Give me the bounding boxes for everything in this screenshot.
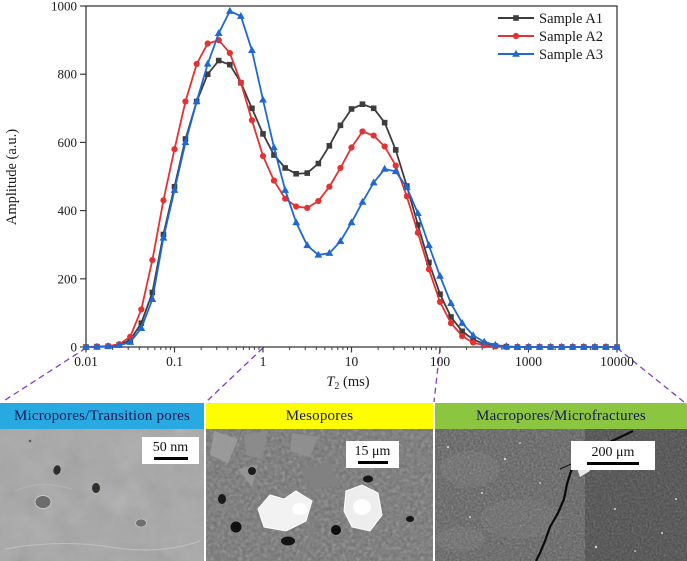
bright-highlight <box>292 503 308 515</box>
light-mottle <box>435 527 485 551</box>
pore-hole <box>406 516 414 522</box>
curve <box>86 9 617 348</box>
rock-shard <box>290 433 318 457</box>
pore-hole <box>331 525 341 535</box>
pore-hole <box>281 536 295 546</box>
scalebar-rule <box>587 462 639 465</box>
legend-label: Sample A1 <box>539 11 603 27</box>
series-sample-a2 <box>82 37 621 351</box>
t2-spectrum-chart: 0 200 400 600 800 1000 0.01 0.1 1 10 100 1000 10000 T… <box>1 0 685 403</box>
legend-item-1: Sample A1 <box>498 11 603 27</box>
scalebar-rule <box>153 457 188 460</box>
pore <box>34 495 52 509</box>
pore-hole <box>248 467 256 475</box>
pore-hole <box>230 521 242 533</box>
scalebar-rule <box>357 461 388 464</box>
x-tick-label: 0.01 <box>74 354 98 369</box>
region-bar-micropores: Micropores/Transition pores <box>0 403 204 429</box>
region-connector-lines <box>1 347 685 403</box>
y-axis-label: Amplitude (a.u.) <box>4 129 20 225</box>
surface-scratch <box>14 484 73 492</box>
region-label-macropores: Macropores/Microfractures <box>476 407 646 424</box>
bright-highlight <box>353 499 371 515</box>
scalebar-label: 200 μm <box>591 445 635 460</box>
rock-shard <box>210 431 238 463</box>
series-sample-a3 <box>82 6 621 350</box>
curve <box>85 59 617 348</box>
dark-particle <box>92 483 100 493</box>
x-tick-label: 1 <box>260 354 267 369</box>
legend-item-2: Sample A2 <box>498 29 603 45</box>
region-bar-macropores: Macropores/Microfractures <box>435 403 687 429</box>
scalebar-50nm: 50 nm <box>142 437 199 464</box>
y-tick-label: 400 <box>58 203 78 218</box>
rock-shard <box>300 463 340 489</box>
x-tick-label: 0.1 <box>166 354 183 369</box>
region-label-micropores: Micropores/Transition pores <box>13 407 191 424</box>
x-tick-label: 100 <box>430 354 451 369</box>
region-label-mesopores: Mesopores <box>285 407 354 424</box>
legend-label: Sample A2 <box>539 29 603 45</box>
y-tick-label: 600 <box>58 135 78 150</box>
y-tick-label: 1000 <box>51 0 77 14</box>
y-axis: 0 200 400 600 800 1000 <box>51 0 86 355</box>
pore-hole <box>218 494 226 504</box>
pore <box>135 518 147 528</box>
scalebar-label: 50 nm <box>152 440 189 455</box>
surface-scratch <box>4 540 201 551</box>
y-tick-label: 0 <box>71 340 78 355</box>
curve <box>85 39 617 348</box>
x-axis: 0.01 0.1 1 10 100 1000 10000 <box>74 347 634 369</box>
x-axis-label: T2 (ms) <box>326 374 369 392</box>
x-tick-label: 10000 <box>600 354 634 369</box>
scalebar-15um: 15 μm <box>346 441 399 468</box>
x-tick-label: 1000 <box>515 354 542 369</box>
bright-mineral-patch <box>257 490 313 532</box>
y-tick-label: 800 <box>58 67 78 82</box>
rock-shard <box>244 431 268 459</box>
speck <box>28 439 32 443</box>
light-mottle <box>440 451 500 487</box>
region-bar-mesopores: Mesopores <box>206 403 433 429</box>
plot-frame <box>85 5 618 348</box>
y-tick-label: 200 <box>58 271 78 286</box>
dark-particle <box>53 465 61 475</box>
legend: Sample A1 Sample A2 Sample A3 <box>498 11 603 63</box>
x-tick-label: 10 <box>345 354 359 369</box>
legend-label: Sample A3 <box>539 47 603 63</box>
scalebar-200um: 200 μm <box>571 441 655 470</box>
legend-item-3: Sample A3 <box>498 47 603 63</box>
light-mottle <box>480 499 560 539</box>
pore-hole <box>363 475 373 483</box>
scalebar-label: 15 μm <box>354 444 391 459</box>
